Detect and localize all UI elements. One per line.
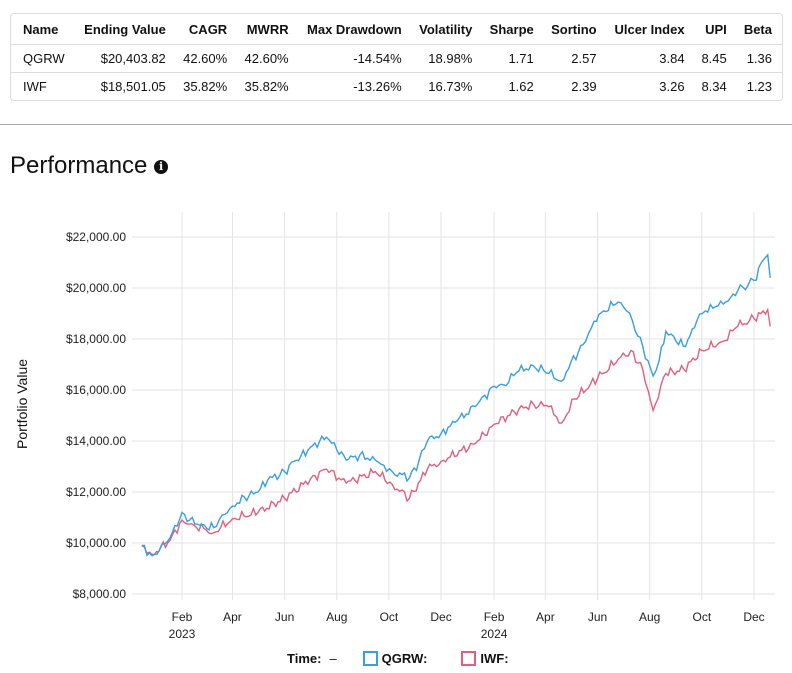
y-tick-label: $8,000.00 [73,587,127,601]
x-tick-label: Jun [588,610,607,624]
column-header[interactable]: Ulcer Index [614,21,685,37]
y-axis-label: Portfolio Value [14,359,30,449]
table-cell: 8.45 [694,44,737,73]
legend-swatch-iwf [461,651,477,666]
x-tick-label: Feb [172,610,193,624]
column-header[interactable]: Volatility [419,21,473,37]
column-header[interactable]: Name [23,21,59,37]
table-cell: 42.60% [237,44,299,73]
column-header[interactable]: Max Drawdown [307,21,402,37]
series-line-qgrw [141,253,771,557]
column-header[interactable]: Beta [743,21,772,37]
series-line-iwf [141,307,771,556]
legend-swatch-qgrw [362,651,378,666]
column-header[interactable]: MWRR [246,21,289,37]
y-tick-label: $18,000.00 [66,332,126,346]
legend-label-iwf: IWF: [480,651,509,666]
performance-title: Performance [10,152,148,179]
table-cell: 2.57 [543,44,607,73]
table-cell: 1.62 [482,72,544,100]
table-cell: -14.54% [298,44,412,73]
table-row: IWF $18,501.05 35.82% 35.82% -13.26% 16.73% 1.… [11,72,782,100]
table-header-row: Name Ending Value CAGR MWRR Max Drawdown Vola… [11,14,782,45]
x-tick-label: Apr [223,610,242,624]
y-tick-label: $14,000.00 [66,434,126,448]
table-cell: QGRW [11,44,77,73]
legend: Time: – QGRW: IWF: [287,651,509,666]
x-tick-year: 2024 [481,627,508,641]
x-tick-label: Apr [536,610,555,624]
legend-label-qgrw: QGRW: [381,651,428,666]
table-cell: 3.26 [606,72,695,100]
x-tick-label: Jun [275,610,294,624]
legend-item-iwf[interactable]: IWF: [461,651,509,666]
table-cell: $20,403.82 [76,44,176,73]
x-tick-label: Oct [693,610,712,624]
y-tick-label: $12,000.00 [66,485,126,499]
table-cell: 1.71 [482,44,544,73]
divider [0,124,792,125]
x-tick-label: Aug [639,610,660,624]
column-header[interactable]: Ending Value [84,21,166,37]
column-header[interactable]: Sharpe [489,21,534,37]
x-tick-label: Dec [430,610,451,624]
table-row: QGRW $20,403.82 42.60% 42.60% -14.54% 18.98% 1… [11,44,782,73]
table-cell: 35.82% [175,72,238,100]
table-cell: 8.34 [694,72,737,100]
x-tick-label: Oct [380,610,399,624]
legend-time-value: – [329,651,337,666]
x-tick-year: 2023 [169,627,196,641]
x-tick-label: Feb [484,610,505,624]
table-cell: 1.36 [736,44,782,73]
column-header[interactable]: CAGR [188,21,228,37]
section-title: Performance i [10,152,169,180]
x-tick-label: Aug [326,610,347,624]
table-cell: 35.82% [237,72,299,100]
table-cell: 2.39 [543,72,607,100]
column-header[interactable]: Sortino [551,21,597,37]
legend-item-qgrw[interactable]: QGRW: [362,651,428,666]
y-tick-label: $10,000.00 [66,536,126,550]
y-tick-label: $16,000.00 [66,383,126,397]
table-cell: 1.23 [736,72,782,100]
table-cell: 42.60% [175,44,238,73]
table-cell: -13.26% [298,72,412,100]
column-header[interactable]: UPI [705,21,727,37]
table-cell: IWF [11,72,77,100]
x-tick-label: Dec [743,610,764,624]
table-cell: 3.84 [606,44,695,73]
table-cell: 16.73% [411,72,483,100]
legend-time-label: Time: [287,651,322,666]
stats-table: Name Ending Value CAGR MWRR Max Drawdown Vola… [10,13,783,101]
table-cell: 18.98% [411,44,483,73]
y-tick-label: $22,000.00 [66,230,126,244]
y-tick-label: $20,000.00 [66,281,126,295]
table-cell: $18,501.05 [76,72,176,100]
info-icon[interactable]: i [154,160,169,174]
